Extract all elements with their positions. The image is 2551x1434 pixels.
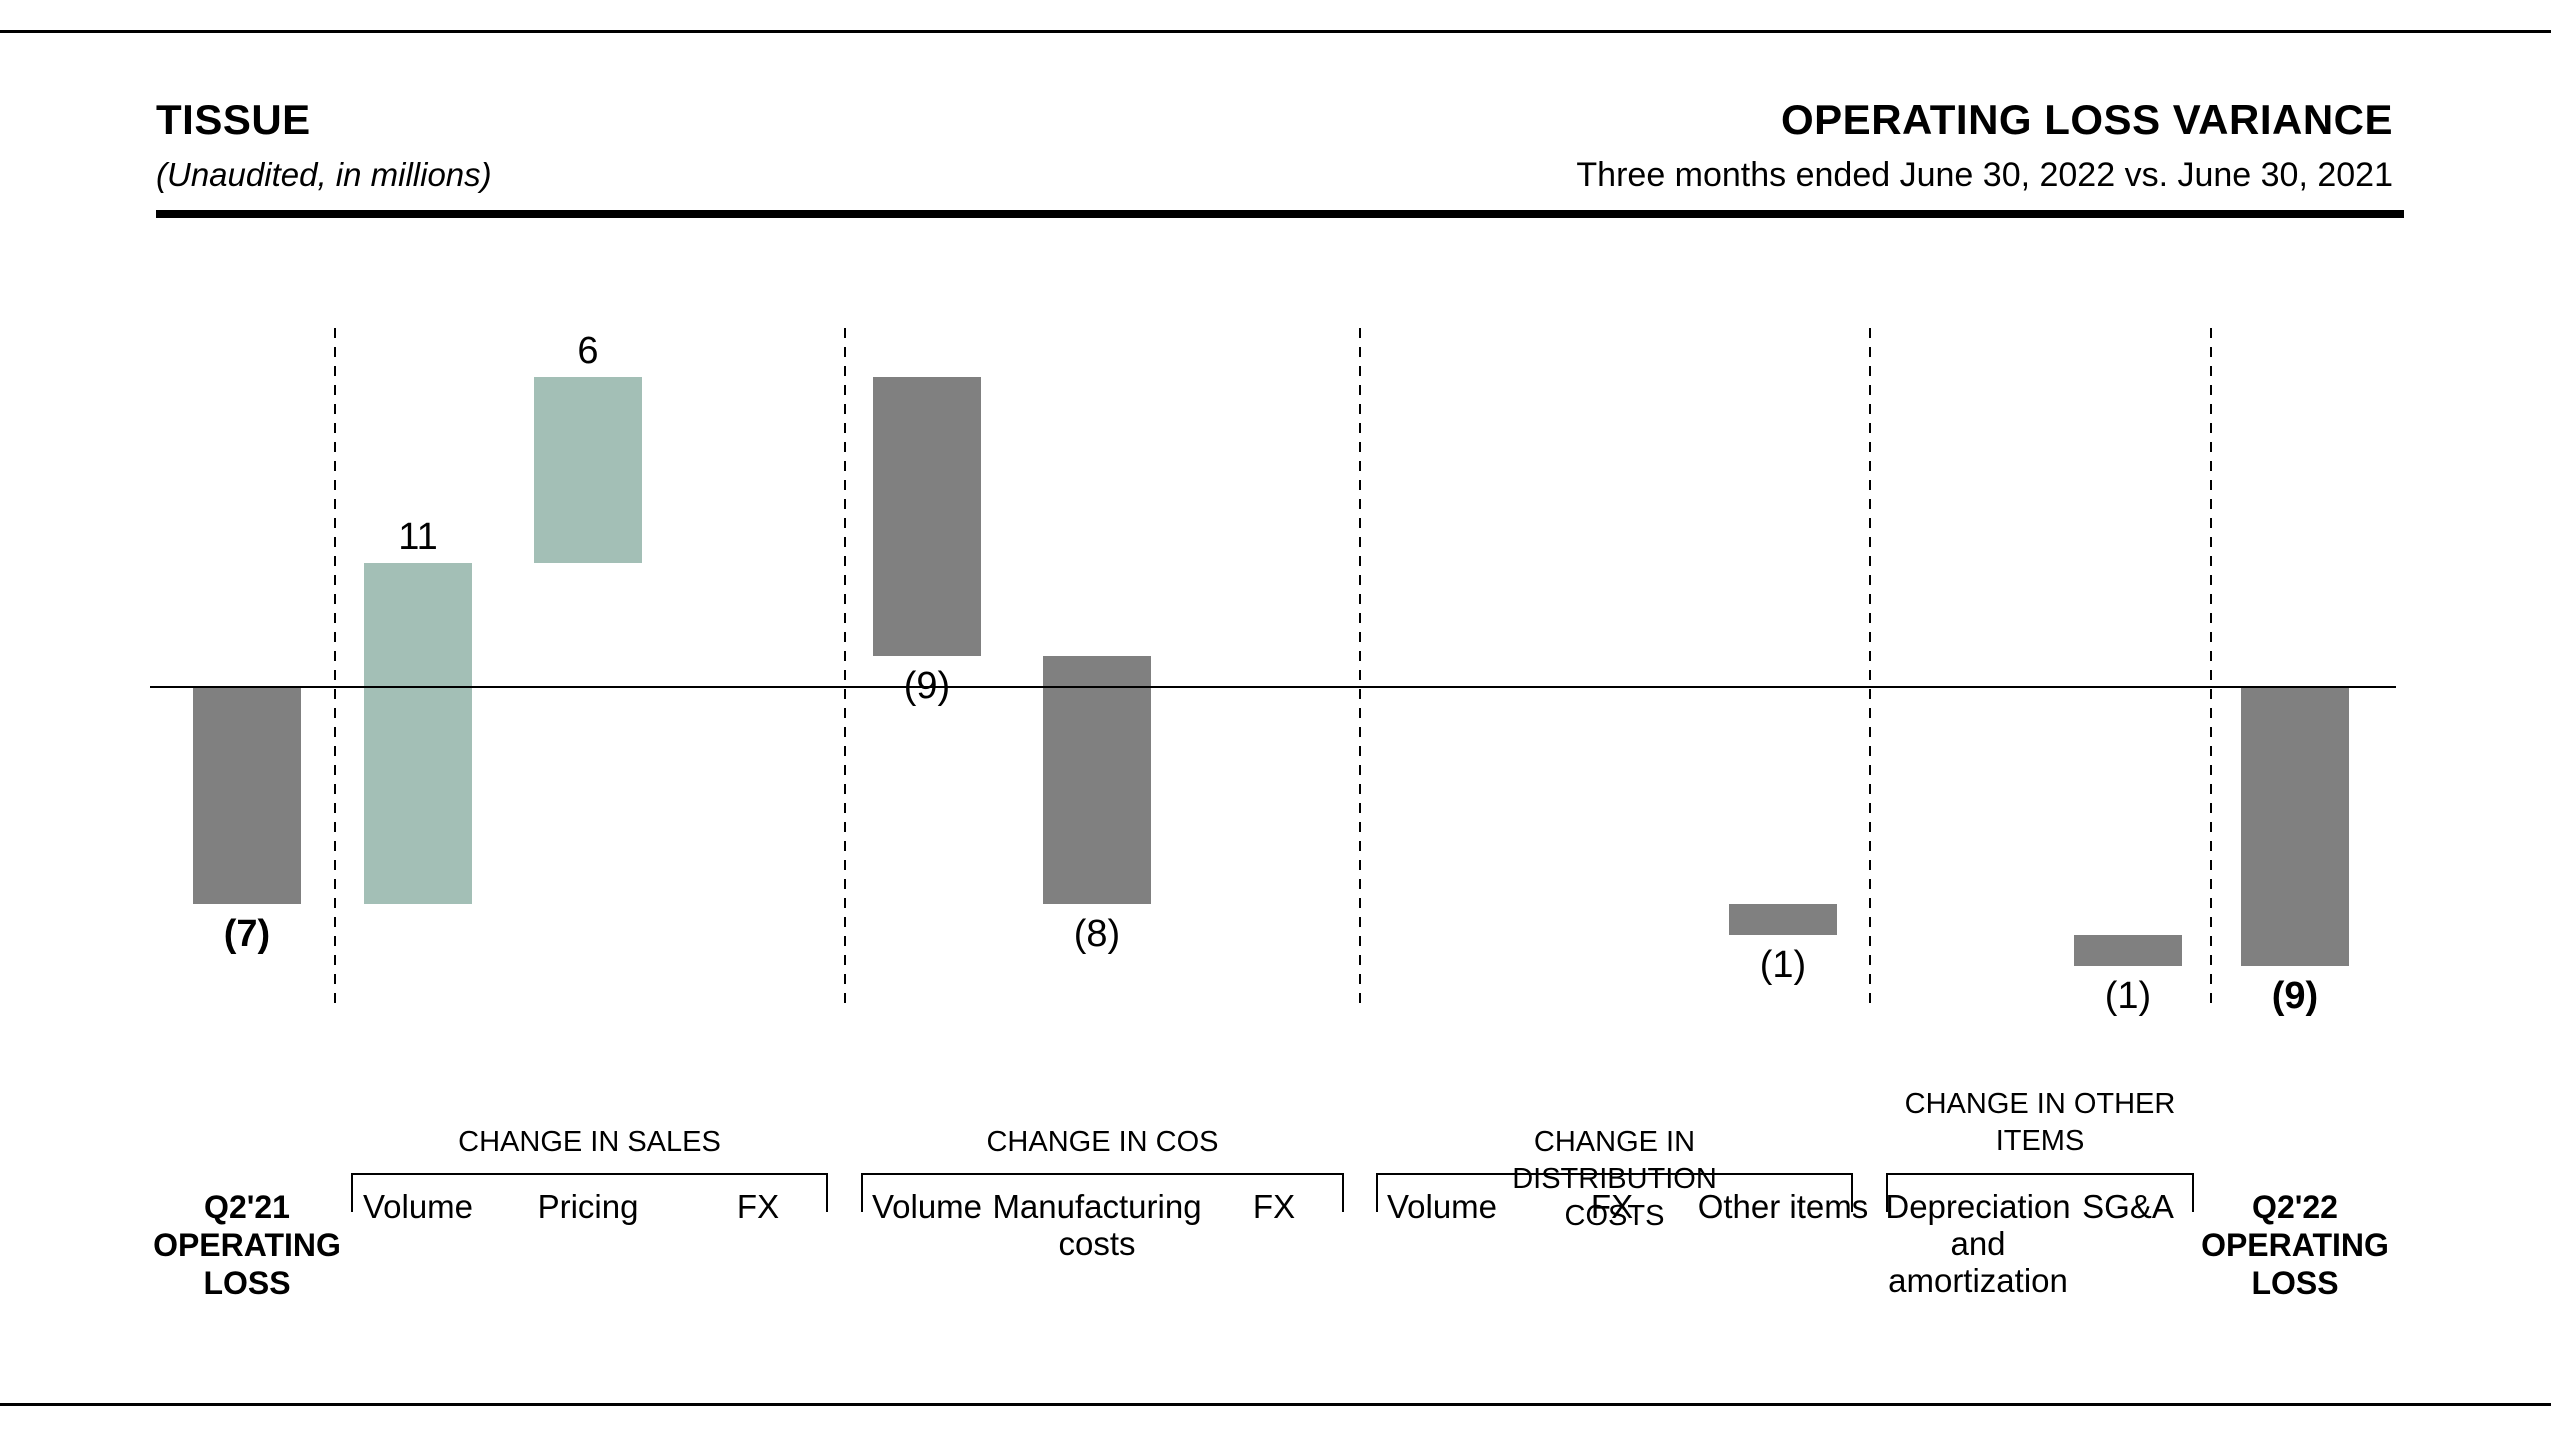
top-rule xyxy=(0,30,2551,33)
bar-11 xyxy=(2074,935,2182,966)
category-label-6: FX xyxy=(1253,1188,1295,1225)
category-label-9: Other items xyxy=(1698,1188,1869,1225)
chart-subtitle: Three months ended June 30, 2022 vs. Jun… xyxy=(1576,156,2393,194)
category-label-5: Manufacturing costs xyxy=(992,1188,1201,1262)
data-label-12: (9) xyxy=(2272,975,2318,1017)
group-title-2: CHANGE IN DISTRIBUTION COSTS xyxy=(1512,1126,1717,1232)
bar-9 xyxy=(1729,904,1837,935)
category-label-3: FX xyxy=(737,1188,779,1225)
bar-2 xyxy=(534,377,642,563)
bar-0 xyxy=(193,687,301,904)
group-bracket-1 xyxy=(861,1173,1344,1212)
category-label-10: Depreciation and amortization xyxy=(1885,1188,2070,1299)
bar-1 xyxy=(364,563,472,904)
category-label-4: Volume xyxy=(872,1188,982,1225)
data-label-9: (1) xyxy=(1760,944,1806,986)
data-label-1: 11 xyxy=(398,516,437,558)
data-label-11: (1) xyxy=(2105,975,2151,1017)
data-label-5: (8) xyxy=(1074,913,1120,955)
bottom-rule xyxy=(0,1403,2551,1406)
group-title-3: CHANGE IN OTHER ITEMS xyxy=(1905,1088,2176,1157)
category-label-1: Volume xyxy=(363,1188,473,1225)
total-label-12: Q2'22 OPERATING LOSS xyxy=(2201,1189,2389,1301)
category-label-2: Pricing xyxy=(538,1188,639,1225)
category-label-8: FX xyxy=(1591,1188,1633,1225)
bar-12 xyxy=(2241,687,2349,966)
group-bracket-2 xyxy=(1376,1173,1853,1212)
chart-title: OPERATING LOSS VARIANCE xyxy=(1781,96,2393,143)
group-title-0: CHANGE IN SALES xyxy=(458,1126,721,1158)
group-title-1: CHANGE IN COS xyxy=(986,1126,1218,1158)
segment-note: (Unaudited, in millions) xyxy=(156,156,492,193)
data-label-2: 6 xyxy=(577,330,598,372)
total-label-0: Q2'21 OPERATING LOSS xyxy=(153,1189,341,1301)
bar-4 xyxy=(873,377,981,656)
segment-title: TISSUE xyxy=(156,96,311,143)
group-bracket-3 xyxy=(1886,1173,2194,1212)
header-rule xyxy=(156,210,2404,218)
category-label-7: Volume xyxy=(1387,1188,1497,1225)
category-label-11: SG&A xyxy=(2082,1188,2174,1225)
group-bracket-0 xyxy=(351,1173,828,1212)
data-label-0: (7) xyxy=(224,913,270,955)
bar-5 xyxy=(1043,656,1151,904)
